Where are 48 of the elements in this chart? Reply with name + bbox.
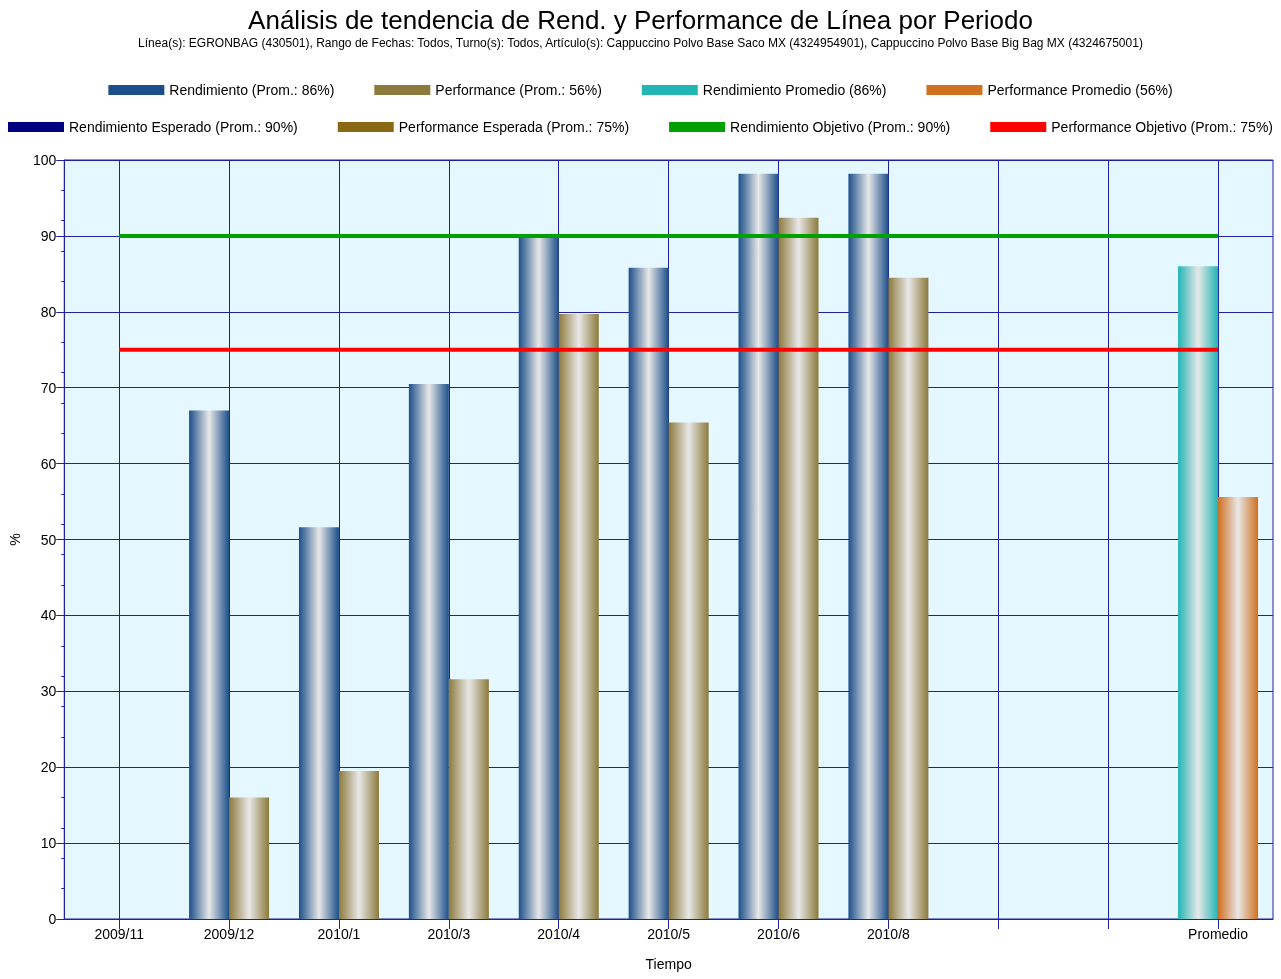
legend-label: Rendimiento Objetivo (Prom.: 90%) [730,119,951,135]
bar [518,235,559,919]
chart-subtitle: Línea(s): EGRONBAG (430501), Rango de Fechas: Todos, Turno(s): Todos, Artículo(s): Cappuccino Polvo Base Saco MX (4324954901), Cappuccino Polvo Base Big Bag MX (4324675001) [138,36,1143,50]
bar [558,314,599,919]
bar [448,679,489,919]
x-tick-label: 2010/6 [757,926,801,942]
y-tick-label: 50 [40,531,57,548]
x-axis-title: Tiempo [645,956,692,972]
y-tick-label: 80 [40,303,57,320]
bar [668,422,709,919]
legend-label: Performance Promedio (56%) [987,82,1173,98]
y-tick-label: 0 [48,911,57,927]
y-axis-title: % [7,533,23,546]
bar [778,217,819,919]
bar [298,527,339,919]
y-tick-label: 40 [40,607,57,624]
x-tick-label: 2010/8 [866,926,911,942]
bar [738,173,779,919]
y-tick-label: 100 [32,152,57,168]
y-tick-label: 10 [40,835,57,852]
bar [1218,497,1259,919]
x-tick-label: 2010/5 [647,926,691,942]
bar [338,771,379,919]
bar [848,173,889,919]
bar [1178,266,1219,919]
chart-title: Análisis de tendencia de Rend. y Performance de Línea por Periodo [248,5,1033,35]
bar [189,410,230,919]
x-tick-label: 2009/12 [203,926,255,942]
legend-label: Rendimiento (Prom.: 86%) [169,82,335,98]
bar [408,383,449,919]
x-tick-label: 2010/4 [537,926,581,942]
legend-label: Performance (Prom.: 56%) [435,82,602,98]
y-tick-label: 70 [40,379,57,396]
legend-label: Performance Objetivo (Prom.: 75%) [1051,119,1274,135]
x-tick-label: 2010/1 [317,926,361,942]
legend-label: Performance Esperada (Prom.: 75%) [398,119,630,135]
bar [888,277,929,919]
x-tick-label: Promedio [1188,926,1249,942]
bar [628,267,669,919]
x-tick-label: 2009/11 [94,926,145,942]
legend-label: Rendimiento Esperado (Prom.: 90%) [68,119,298,135]
y-tick-label: 60 [40,455,57,472]
y-tick-label: 30 [40,683,57,700]
y-tick-label: 90 [40,227,57,244]
legend-label: Rendimiento Promedio (86%) [702,82,887,98]
bar [229,797,270,919]
x-tick-label: 2010/3 [427,926,471,942]
y-tick-label: 20 [40,759,57,776]
